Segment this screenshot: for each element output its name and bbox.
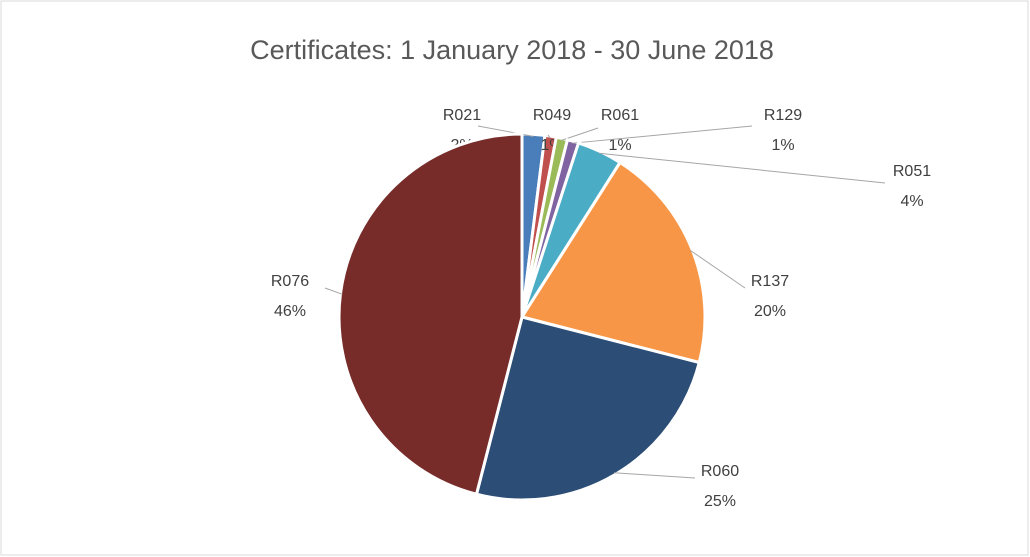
leader-line (572, 125, 753, 144)
slice-label: R129 (764, 107, 802, 124)
slice-value-label: 1% (608, 137, 631, 154)
leader-line (477, 125, 534, 137)
slice-label: R137 (751, 273, 789, 290)
chart-title: Certificates: 1 January 2018 - 30 June 2… (250, 35, 774, 65)
leader-line (599, 152, 886, 184)
slice-value-label: 4% (900, 193, 923, 210)
slice-value-label: 1% (771, 137, 794, 154)
leader-line (690, 249, 746, 289)
slice-label: R060 (701, 463, 739, 480)
slice-label: R076 (271, 273, 309, 290)
slice-value-label: 46% (274, 303, 306, 320)
slice-label: R049 (533, 107, 571, 124)
pie-slice (519, 160, 707, 365)
pie-slice (474, 315, 702, 502)
slice-label: R061 (601, 107, 639, 124)
leader-line (547, 134, 551, 139)
leader-line (324, 287, 343, 295)
slice-value-label: 25% (704, 493, 736, 510)
slice-value-label: 20% (754, 303, 786, 320)
leader-line (614, 472, 696, 479)
slice-label: R021 (443, 107, 481, 124)
slice-label: R051 (893, 163, 931, 180)
